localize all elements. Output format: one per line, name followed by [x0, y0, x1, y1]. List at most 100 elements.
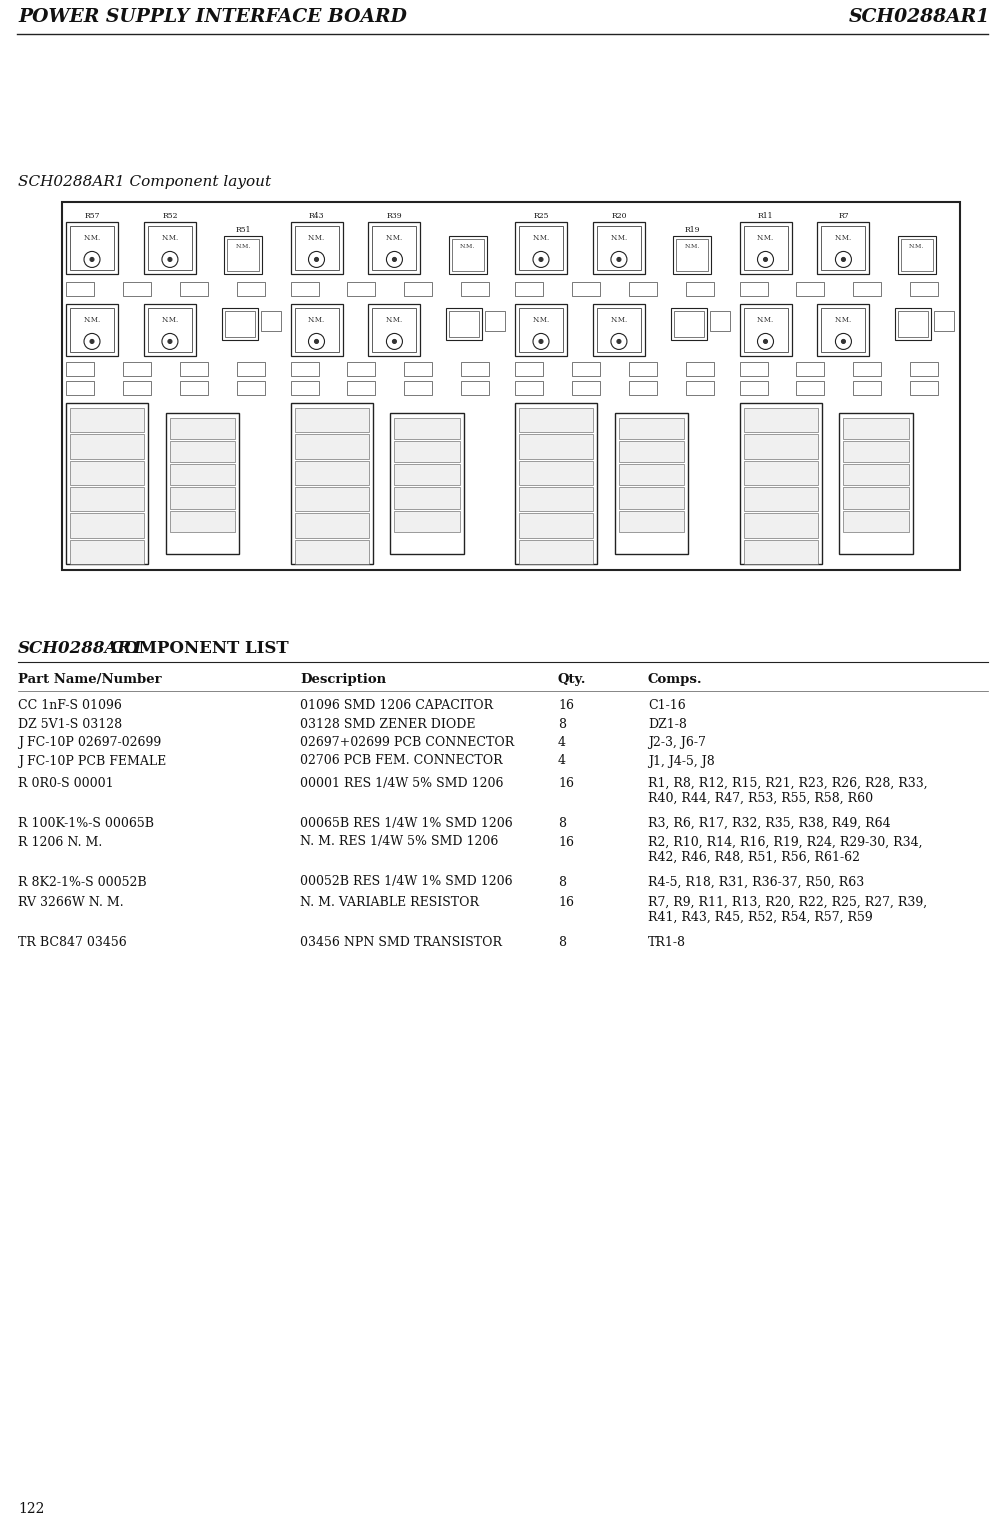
Text: SCH0288AR1: SCH0288AR1 — [18, 640, 144, 657]
Text: 8: 8 — [558, 718, 566, 730]
Bar — [373, 226, 416, 270]
Text: 8: 8 — [558, 817, 566, 830]
Text: DZ1-8: DZ1-8 — [648, 718, 686, 730]
Text: 02706 PCB FEM. CONNECTOR: 02706 PCB FEM. CONNECTOR — [300, 755, 502, 767]
Circle shape — [392, 339, 396, 344]
Circle shape — [315, 339, 319, 344]
Bar — [519, 309, 563, 351]
Text: 8: 8 — [558, 876, 566, 888]
Circle shape — [539, 339, 543, 344]
Bar — [290, 380, 319, 396]
Bar — [70, 487, 145, 512]
Text: J FC-10P PCB FEMALE: J FC-10P PCB FEMALE — [18, 755, 166, 767]
Bar — [70, 434, 145, 458]
Bar — [515, 283, 543, 296]
Bar — [294, 487, 369, 512]
Circle shape — [539, 257, 543, 261]
Bar — [674, 312, 703, 338]
Bar — [843, 487, 909, 509]
Text: SCH0288AR1 Component layout: SCH0288AR1 Component layout — [18, 176, 271, 189]
Bar — [519, 461, 593, 484]
Text: N.M.: N.M. — [460, 244, 475, 249]
Bar — [843, 442, 909, 463]
Text: N.M.: N.M. — [757, 316, 774, 324]
Bar — [572, 283, 600, 296]
Bar — [261, 312, 280, 332]
Bar — [744, 434, 818, 458]
Bar — [843, 510, 909, 532]
Bar — [744, 226, 788, 270]
Bar — [686, 380, 714, 396]
Circle shape — [168, 257, 172, 261]
Bar — [224, 235, 262, 274]
Text: N.M.: N.M. — [610, 316, 627, 324]
Text: Part Name/Number: Part Name/Number — [18, 672, 162, 686]
Bar — [686, 283, 714, 296]
Bar — [676, 238, 709, 270]
Text: Comps.: Comps. — [648, 672, 702, 686]
Text: 122: 122 — [18, 1502, 44, 1516]
Text: N.M.: N.M. — [835, 234, 852, 241]
Bar — [66, 304, 118, 356]
Bar — [170, 419, 235, 439]
Text: 4: 4 — [558, 736, 566, 749]
Bar — [629, 380, 657, 396]
Text: R51: R51 — [235, 226, 251, 234]
Text: R25: R25 — [534, 212, 549, 220]
Bar — [593, 304, 645, 356]
Bar — [572, 380, 600, 396]
Bar — [394, 510, 459, 532]
Text: Qty.: Qty. — [558, 672, 587, 686]
Text: CC 1nF-S 01096: CC 1nF-S 01096 — [18, 698, 122, 712]
Bar — [449, 312, 479, 338]
Text: N.M.: N.M. — [83, 316, 100, 324]
Text: R4-5, R18, R31, R36-37, R50, R63: R4-5, R18, R31, R36-37, R50, R63 — [648, 876, 864, 888]
Bar — [294, 226, 339, 270]
Circle shape — [617, 339, 621, 344]
Text: R2, R10, R14, R16, R19, R24, R29-30, R34,
R42, R46, R48, R51, R56, R61-62: R2, R10, R14, R16, R19, R24, R29-30, R34… — [648, 836, 923, 863]
Text: R1, R8, R12, R15, R21, R23, R26, R28, R33,
R40, R44, R47, R53, R55, R58, R60: R1, R8, R12, R15, R21, R23, R26, R28, R3… — [648, 778, 928, 805]
Bar — [237, 362, 265, 376]
Bar — [446, 309, 482, 341]
Bar — [515, 362, 543, 376]
Bar — [461, 283, 489, 296]
Text: N. M. RES 1/4W 5% SMD 1206: N. M. RES 1/4W 5% SMD 1206 — [300, 836, 498, 848]
Text: J1, J4-5, J8: J1, J4-5, J8 — [648, 755, 715, 767]
Text: N.M.: N.M. — [83, 234, 100, 241]
Text: N.M.: N.M. — [835, 316, 852, 324]
Circle shape — [168, 339, 172, 344]
Bar — [237, 380, 265, 396]
Bar — [227, 238, 259, 270]
Circle shape — [392, 257, 396, 261]
Text: R39: R39 — [387, 212, 402, 220]
Bar — [911, 283, 939, 296]
Bar — [615, 413, 688, 555]
Bar — [170, 510, 235, 532]
Bar — [294, 513, 369, 538]
Bar — [619, 465, 684, 486]
Bar — [519, 487, 593, 512]
Text: TR BC847 03456: TR BC847 03456 — [18, 937, 127, 949]
Bar — [290, 362, 319, 376]
Circle shape — [315, 257, 319, 261]
Text: R 100K-1%-S 00065B: R 100K-1%-S 00065B — [18, 817, 154, 830]
Bar — [448, 235, 486, 274]
Text: J2-3, J6-7: J2-3, J6-7 — [648, 736, 706, 749]
Bar — [740, 222, 792, 274]
Text: 16: 16 — [558, 698, 574, 712]
Bar — [744, 487, 818, 512]
Text: R7, R9, R11, R13, R20, R22, R25, R27, R39,
R41, R43, R45, R52, R54, R57, R59: R7, R9, R11, R13, R20, R22, R25, R27, R3… — [648, 895, 928, 924]
Bar — [853, 380, 881, 396]
Bar — [515, 222, 567, 274]
Bar — [294, 539, 369, 564]
Bar — [170, 487, 235, 509]
Text: N.M.: N.M. — [235, 244, 250, 249]
Bar — [180, 362, 208, 376]
Bar — [70, 309, 114, 351]
Bar — [166, 413, 239, 555]
Bar — [911, 380, 939, 396]
Bar — [451, 238, 483, 270]
Text: R 1206 N. M.: R 1206 N. M. — [18, 836, 103, 848]
Text: N.M.: N.M. — [533, 316, 550, 324]
Text: 03456 NPN SMD TRANSISTOR: 03456 NPN SMD TRANSISTOR — [300, 937, 502, 949]
